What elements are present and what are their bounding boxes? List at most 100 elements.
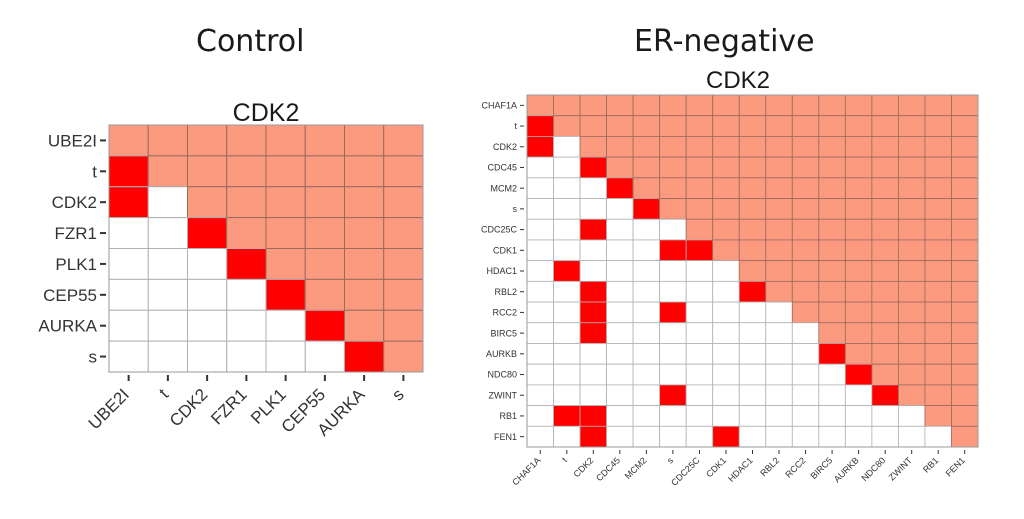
heatmap-cell-empty: [147, 186, 188, 219]
x-tick-label: RBL2: [758, 455, 781, 478]
heatmap-cell-upper: [383, 248, 424, 280]
x-tick-label: RCC2: [783, 455, 807, 479]
heatmap-cell-upper: [898, 363, 926, 386]
heatmap-cell-empty: [265, 309, 306, 342]
heatmap-cell-empty: [712, 343, 740, 365]
heatmap-cell-upper: [924, 363, 952, 386]
heatmap-cell-empty: [553, 198, 581, 220]
heatmap-cell-empty: [844, 405, 873, 427]
y-tick-label: CDC45: [487, 163, 517, 173]
heatmap-cell-upper: [818, 136, 846, 158]
heatmap-border: [108, 124, 424, 373]
heatmap-cell-upper: [818, 218, 846, 241]
heatmap-cell-upper: [898, 260, 926, 282]
x-tick-label: HDAC1: [726, 455, 755, 484]
heatmap-cell-edge: [579, 425, 607, 448]
heatmap-cell-upper: [844, 156, 873, 179]
heatmap-cell-empty: [606, 384, 634, 406]
heatmap-cell-empty: [187, 248, 228, 280]
y-tick-label: NDC80: [487, 370, 517, 380]
x-tick-label: FZR1: [207, 385, 250, 428]
heatmap-cell-upper: [871, 239, 899, 262]
heatmap-cell-empty: [526, 405, 554, 427]
heatmap-cell-empty: [712, 405, 740, 427]
heatmap-cell-upper: [659, 177, 687, 199]
heatmap-cell-empty: [659, 343, 687, 365]
heatmap-cell-upper: [951, 322, 979, 344]
heatmap-cell-upper: [924, 384, 952, 406]
heatmap-cell-empty: [871, 405, 899, 427]
heatmap-cell-empty: [685, 280, 714, 303]
heatmap-cell-empty: [553, 177, 581, 199]
heatmap-cell-empty: [632, 260, 661, 282]
heatmap-cell-empty: [147, 309, 188, 342]
heatmap-cell-upper: [898, 115, 926, 137]
heatmap-cell-empty: [526, 425, 554, 448]
heatmap-cell-empty: [738, 363, 767, 386]
heatmap-cell-upper: [712, 136, 740, 158]
heatmap-cell-upper: [304, 278, 345, 311]
heatmap-cell-upper: [765, 198, 793, 220]
heatmap-cell-upper: [265, 186, 306, 219]
heatmap-cell-upper: [898, 322, 926, 344]
y-tick-label: RB1: [499, 411, 517, 421]
heatmap-cell-empty: [526, 301, 554, 324]
heatmap-cell-upper: [818, 198, 846, 220]
heatmap-cell-empty: [659, 405, 687, 427]
heatmap-cell-upper: [765, 177, 793, 199]
heatmap-cell-upper: [951, 405, 979, 427]
heatmap-cell-upper: [844, 198, 873, 220]
heatmap-cell-empty: [579, 343, 607, 365]
y-tick-label: AURKB: [486, 349, 517, 359]
heatmap-cell-upper: [265, 155, 306, 188]
heatmap-cell-empty: [553, 218, 581, 241]
heatmap-cell-upper: [871, 115, 899, 137]
heatmap-cell-upper: [818, 239, 846, 262]
heatmap-cell-upper: [924, 136, 952, 158]
heatmap-cell-empty: [632, 343, 661, 365]
heatmap-cell-upper: [818, 94, 846, 117]
heatmap-cell-upper: [871, 136, 899, 158]
heatmap-cell-empty: [738, 322, 767, 344]
heatmap-cell-upper: [659, 156, 687, 179]
heatmap-cell-empty: [712, 384, 740, 406]
heatmap-cell-empty: [606, 198, 634, 220]
heatmap-cell-upper: [226, 217, 267, 250]
heatmap-cell-empty: [147, 278, 188, 311]
heatmap-cell-empty: [226, 340, 267, 373]
heatmap-cell-empty: [108, 217, 149, 250]
heatmap-cell-empty: [632, 239, 661, 262]
heatmap-cell-empty: [226, 309, 267, 342]
heatmap-cell-empty: [791, 343, 820, 365]
heatmap-cell-upper: [344, 186, 385, 219]
heatmap-cell-empty: [553, 156, 581, 179]
heatmap-cell-empty: [685, 384, 714, 406]
heatmap-cell-empty: [765, 343, 793, 365]
heatmap-cell-upper: [344, 155, 385, 188]
heatmap-cell-upper: [344, 309, 385, 342]
heatmap-cell-upper: [924, 156, 952, 179]
heatmap-cell-upper: [383, 124, 424, 157]
heatmap-cell-upper: [871, 198, 899, 220]
heatmap-cell-upper: [738, 94, 767, 117]
x-tick-label: s: [665, 455, 676, 466]
heatmap-cell-upper: [108, 124, 149, 157]
heatmap-cell-upper: [226, 124, 267, 157]
heatmap-cell-empty: [553, 384, 581, 406]
y-tick-label: t: [514, 121, 517, 131]
heatmap-cell-empty: [606, 301, 634, 324]
heatmap-cell-upper: [226, 155, 267, 188]
heatmap-cell-upper: [951, 363, 979, 386]
heatmap-cell-upper: [304, 155, 345, 188]
heatmap-cell-upper: [924, 301, 952, 324]
heatmap-cell-upper: [685, 218, 714, 241]
heatmap-cell-upper: [818, 156, 846, 179]
heatmap-cell-empty: [871, 425, 899, 448]
heatmap-cell-empty: [685, 322, 714, 344]
heatmap-cell-empty: [304, 340, 345, 373]
y-tick-label: HDAC1: [486, 266, 517, 276]
heatmap-cell-empty: [526, 260, 554, 282]
heatmap-cell-upper: [712, 177, 740, 199]
heatmap-cell-edge: [265, 278, 306, 311]
heatmap-cell-upper: [659, 115, 687, 137]
